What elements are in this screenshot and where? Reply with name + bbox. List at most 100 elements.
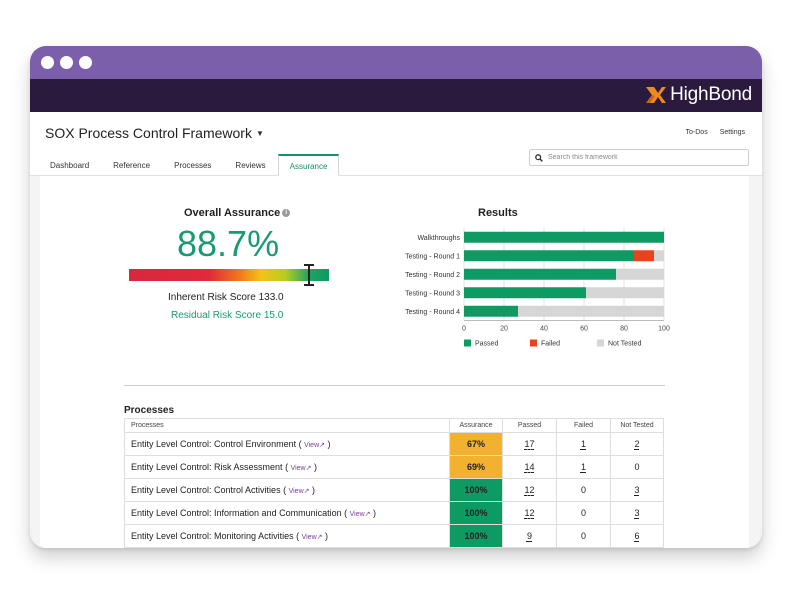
- top-links: To-Dos Settings: [686, 129, 745, 136]
- column-header-assurance[interactable]: Assurance: [449, 418, 503, 433]
- assurance-cell: 67%: [449, 432, 503, 456]
- bar-segment-passed[interactable]: [464, 268, 616, 280]
- window-dot-close[interactable]: [41, 56, 54, 69]
- passed-cell[interactable]: 9: [502, 524, 557, 548]
- table-header-row: Processes Assurance Passed Failed Not Te…: [124, 418, 664, 433]
- not-tested-count[interactable]: 3: [634, 508, 640, 518]
- process-name: Entity Level Control: Monitoring Activit…: [131, 531, 294, 541]
- results-chart: Walkthroughs Testing - Round 1 Testing - R…: [405, 228, 670, 348]
- column-header-not-tested[interactable]: Not Tested: [610, 418, 664, 433]
- bar-segment-passed[interactable]: [464, 231, 664, 243]
- failed-cell[interactable]: 1: [556, 432, 611, 456]
- not-tested-cell[interactable]: 3: [610, 501, 664, 525]
- passed-count[interactable]: 12: [524, 485, 535, 495]
- assurance-cell: 69%: [449, 455, 503, 479]
- column-header-processes[interactable]: Processes: [124, 418, 450, 433]
- todos-link[interactable]: To-Dos: [685, 129, 708, 136]
- process-name-cell: Entity Level Control: Monitoring Activit…: [124, 524, 450, 548]
- failed-count[interactable]: 0: [580, 531, 586, 541]
- passed-cell[interactable]: 12: [502, 501, 557, 525]
- not-tested-count[interactable]: 3: [634, 485, 640, 495]
- passed-count[interactable]: 14: [524, 462, 535, 472]
- view-link[interactable]: View↗: [288, 488, 310, 495]
- assurance-cell: 100%: [449, 501, 503, 525]
- column-header-failed[interactable]: Failed: [556, 418, 611, 433]
- app-window: HighBond SOX Process Control Framework ▼…: [30, 46, 762, 548]
- not-tested-cell[interactable]: 0: [610, 455, 664, 479]
- category-label: Testing - Round 2: [405, 272, 460, 279]
- passed-count[interactable]: 17: [524, 439, 535, 449]
- table-row: Entity Level Control: Risk Assessment ( …: [124, 455, 664, 479]
- brand-logo[interactable]: HighBond: [645, 84, 752, 106]
- failed-cell[interactable]: 0: [556, 501, 611, 525]
- failed-cell[interactable]: 0: [556, 524, 611, 548]
- tab-reviews[interactable]: Reviews: [235, 161, 266, 170]
- x-tick-label: 100: [658, 326, 670, 333]
- process-name: Entity Level Control: Information and Co…: [131, 508, 342, 518]
- search-icon: [535, 153, 543, 162]
- legend-swatch: [597, 339, 604, 347]
- failed-count[interactable]: 1: [580, 462, 586, 472]
- legend-swatch: [464, 339, 471, 347]
- overall-assurance-heading: Overall Assurance i: [184, 207, 291, 219]
- bar-segment-not-tested[interactable]: [654, 250, 664, 262]
- gauge-marker-icon: [304, 264, 314, 286]
- tab-bar: Dashboard Reference Processes Reviews As…: [38, 154, 340, 176]
- tab-dashboard[interactable]: Dashboard: [50, 161, 90, 170]
- failed-count[interactable]: 0: [580, 485, 586, 495]
- category-label: Testing - Round 3: [405, 290, 460, 297]
- view-link[interactable]: View↗: [349, 511, 371, 518]
- view-link[interactable]: View↗: [290, 465, 312, 472]
- content-area: Overall Assurance i 88.7% Inherent Risk …: [30, 176, 762, 548]
- bar-segment-not-tested[interactable]: [586, 287, 664, 299]
- process-name-cell: Entity Level Control: Risk Assessment ( …: [124, 455, 450, 479]
- x-tick-label: 20: [500, 326, 508, 333]
- brand-name: HighBond: [670, 84, 752, 105]
- bar-segment-passed[interactable]: [464, 287, 586, 299]
- search-box: [529, 149, 749, 166]
- bar-segment-not-tested[interactable]: [616, 268, 664, 280]
- x-tick-label: 80: [620, 326, 628, 333]
- passed-cell[interactable]: 12: [502, 478, 557, 502]
- window-dot-maximize[interactable]: [79, 56, 92, 69]
- passed-cell[interactable]: 14: [502, 455, 557, 479]
- view-link[interactable]: View↗: [301, 534, 323, 541]
- tab-assurance[interactable]: Assurance: [277, 154, 340, 176]
- passed-count[interactable]: 12: [524, 508, 535, 518]
- assurance-panel: Overall Assurance i 88.7% Inherent Risk …: [40, 176, 749, 548]
- settings-link[interactable]: Settings: [719, 129, 745, 136]
- assurance-gauge-bar: [129, 269, 329, 281]
- tab-reference[interactable]: Reference: [113, 161, 151, 170]
- window-dot-minimize[interactable]: [60, 56, 73, 69]
- category-label: Walkthroughs: [417, 235, 460, 242]
- not-tested-cell[interactable]: 6: [610, 524, 664, 548]
- passed-cell[interactable]: 17: [502, 432, 557, 456]
- search-input[interactable]: [548, 154, 738, 161]
- failed-cell[interactable]: 0: [556, 478, 611, 502]
- info-icon[interactable]: i: [282, 209, 291, 217]
- assurance-cell: 100%: [449, 478, 503, 502]
- bar-segment-failed[interactable]: [634, 250, 654, 262]
- column-header-passed[interactable]: Passed: [502, 418, 557, 433]
- tab-processes[interactable]: Processes: [174, 161, 212, 170]
- inherent-risk-score: Inherent Risk Score 133.0: [168, 292, 284, 303]
- not-tested-cell[interactable]: 2: [610, 432, 664, 456]
- x-tick-label: 0: [462, 326, 466, 333]
- not-tested-count[interactable]: 6: [634, 531, 640, 541]
- failed-cell[interactable]: 1: [556, 455, 611, 479]
- bar-segment-passed[interactable]: [464, 250, 634, 262]
- bar-segment-not-tested[interactable]: [518, 305, 664, 317]
- failed-count[interactable]: 1: [580, 439, 586, 449]
- passed-count[interactable]: 9: [526, 531, 532, 541]
- not-tested-cell[interactable]: 3: [610, 478, 664, 502]
- failed-count[interactable]: 0: [580, 508, 586, 518]
- window-chrome: [30, 46, 762, 79]
- framework-title-dropdown[interactable]: SOX Process Control Framework ▼: [45, 125, 264, 141]
- overall-assurance-title: Overall Assurance: [184, 207, 281, 219]
- view-link[interactable]: View↗: [304, 442, 325, 449]
- process-name-cell: Entity Level Control: Information and Co…: [124, 501, 450, 525]
- not-tested-count[interactable]: 2: [634, 439, 640, 449]
- process-name-cell: Entity Level Control: Control Environmen…: [124, 432, 450, 456]
- not-tested-count[interactable]: 0: [634, 462, 640, 472]
- bar-segment-passed[interactable]: [464, 305, 518, 317]
